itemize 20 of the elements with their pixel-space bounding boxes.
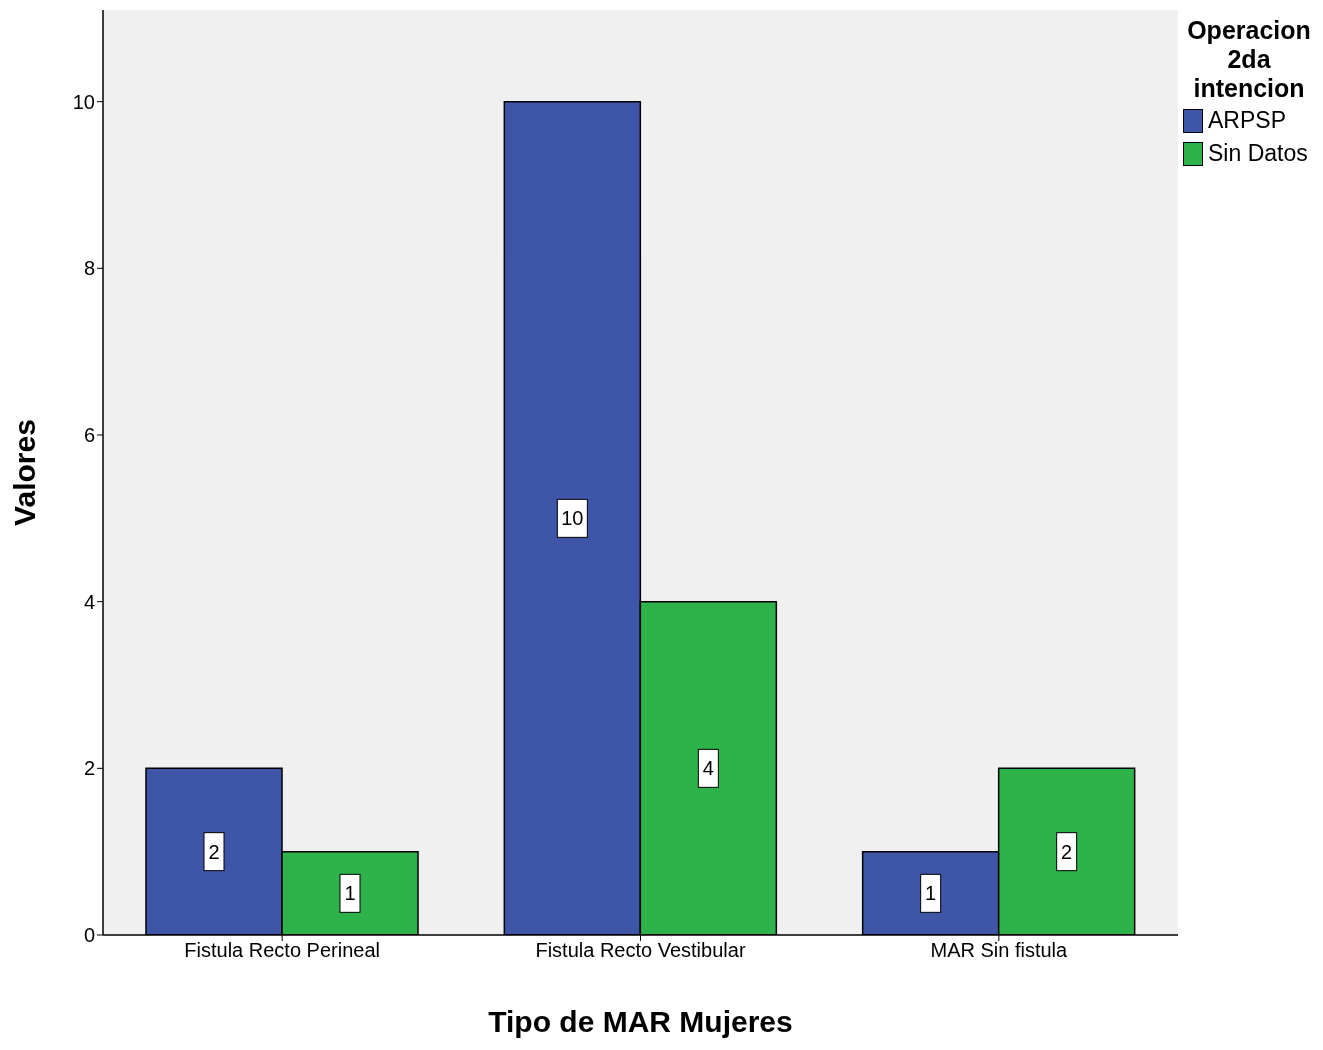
y-tick-label: 10 bbox=[72, 90, 95, 113]
data-label: 2 bbox=[208, 840, 220, 863]
y-tick-label: 8 bbox=[83, 257, 95, 280]
x-tick-label: MAR Sin fistula bbox=[930, 939, 1069, 962]
y-axis-title: Valores bbox=[7, 419, 41, 526]
legend-title: Operacion 2da intencion bbox=[1186, 16, 1312, 103]
legend-label: Sin Datos bbox=[1208, 140, 1308, 167]
data-label: 4 bbox=[702, 757, 714, 780]
data-label: 2 bbox=[1061, 840, 1073, 863]
y-tick-label: 4 bbox=[83, 590, 95, 613]
y-tick-label: 6 bbox=[83, 424, 95, 447]
data-label: 10 bbox=[561, 507, 584, 530]
x-axis-title: Tipo de MAR Mujeres bbox=[488, 1005, 793, 1038]
y-tick-label: 0 bbox=[83, 924, 95, 947]
legend-label: ARPSP bbox=[1208, 107, 1286, 134]
x-tick-label: Fistula Recto Perineal bbox=[184, 939, 380, 962]
x-tick-label: Fistula Recto Vestibular bbox=[535, 939, 746, 962]
data-label: 1 bbox=[344, 882, 356, 905]
data-label: 1 bbox=[925, 882, 937, 905]
y-tick-label: 2 bbox=[83, 757, 95, 780]
